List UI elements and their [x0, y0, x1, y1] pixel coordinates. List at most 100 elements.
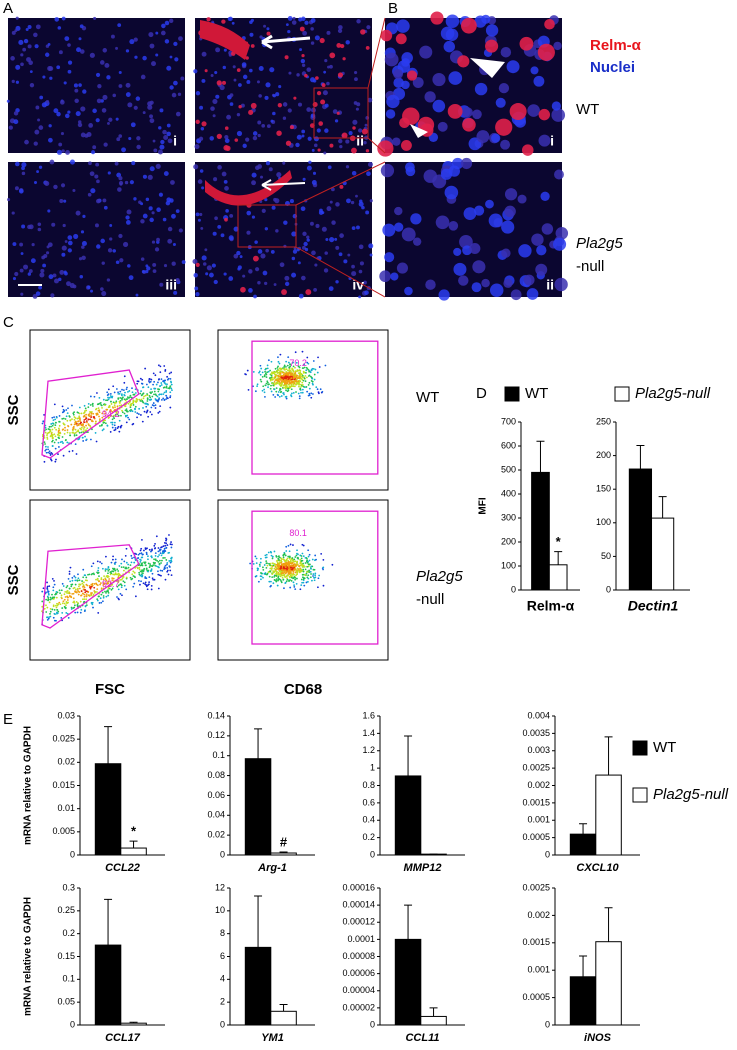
y-tick-label: 10	[215, 905, 225, 915]
nucleus	[254, 240, 258, 244]
event	[166, 376, 168, 378]
nucleus	[133, 197, 136, 200]
nucleus	[102, 198, 106, 202]
event	[91, 565, 93, 567]
event	[305, 557, 307, 559]
event	[146, 412, 148, 414]
event	[96, 598, 98, 600]
nucleus	[237, 131, 242, 136]
event	[97, 570, 99, 572]
event	[162, 557, 164, 559]
nucleus	[174, 57, 178, 61]
event	[72, 412, 74, 414]
event	[169, 407, 171, 409]
event	[147, 416, 149, 418]
event	[95, 409, 97, 411]
event	[141, 556, 143, 558]
micrograph-label: ii	[356, 133, 364, 149]
nucleus	[156, 238, 160, 242]
error-bar	[280, 1004, 288, 1011]
event	[81, 413, 83, 415]
event	[77, 417, 79, 419]
event	[260, 379, 262, 381]
event	[146, 393, 148, 395]
nucleus	[119, 258, 123, 262]
nucleus	[100, 60, 105, 65]
y-tick-label: 0.00016	[342, 882, 375, 892]
nucleus	[364, 290, 369, 295]
event	[67, 407, 69, 409]
bar	[121, 1023, 147, 1025]
nucleus	[307, 166, 312, 171]
event	[267, 573, 269, 575]
event	[119, 391, 121, 393]
nucleus	[323, 152, 326, 155]
y-tick-label: 0.00008	[342, 951, 375, 961]
event	[94, 583, 96, 585]
event	[77, 602, 79, 604]
event	[277, 356, 279, 358]
nucleus	[474, 206, 484, 216]
bar	[532, 472, 550, 590]
event	[96, 591, 98, 593]
nucleus	[39, 96, 43, 100]
nucleus	[141, 75, 146, 80]
nucleus	[314, 144, 318, 148]
event	[57, 605, 59, 607]
event	[84, 610, 86, 612]
y-tick-label: 100	[501, 560, 516, 570]
event	[130, 577, 132, 579]
nucleus	[149, 218, 154, 223]
nucleus	[36, 291, 41, 296]
nucleus	[449, 221, 459, 231]
event	[79, 428, 81, 430]
nucleus	[173, 42, 177, 46]
event	[80, 612, 82, 614]
nucleus	[472, 282, 482, 292]
nucleus	[167, 124, 171, 128]
event	[297, 553, 299, 555]
nucleus	[15, 65, 20, 70]
event	[165, 395, 167, 397]
x-label: Relm-α	[527, 598, 575, 614]
event	[278, 369, 280, 371]
event	[313, 569, 315, 571]
event	[323, 585, 325, 587]
bar	[421, 1016, 447, 1025]
event	[301, 582, 303, 584]
event	[153, 558, 155, 560]
event	[165, 559, 167, 561]
event	[88, 403, 90, 405]
event	[99, 418, 101, 420]
event	[136, 412, 138, 414]
event	[296, 375, 298, 377]
event	[52, 445, 54, 447]
x-label: CCL11	[405, 1032, 439, 1044]
nucleus	[31, 258, 36, 263]
nucleus	[123, 242, 128, 247]
event	[166, 571, 168, 573]
x-label: CCL22	[105, 862, 140, 874]
nucleus	[202, 255, 207, 260]
gate-value: 80.1	[289, 528, 307, 538]
event	[311, 378, 313, 380]
event	[262, 390, 264, 392]
nucleus	[42, 102, 47, 107]
event	[92, 562, 94, 564]
event	[159, 563, 161, 565]
event	[310, 392, 312, 394]
nucleus	[67, 43, 71, 47]
event	[119, 401, 121, 403]
event	[54, 442, 56, 444]
event	[47, 619, 49, 621]
event	[279, 354, 281, 356]
event	[74, 424, 76, 426]
event	[290, 559, 292, 561]
event	[140, 414, 142, 416]
event	[301, 379, 303, 381]
event	[277, 372, 279, 374]
event	[59, 603, 61, 605]
event	[310, 565, 312, 567]
event	[297, 558, 299, 560]
event	[145, 547, 147, 549]
